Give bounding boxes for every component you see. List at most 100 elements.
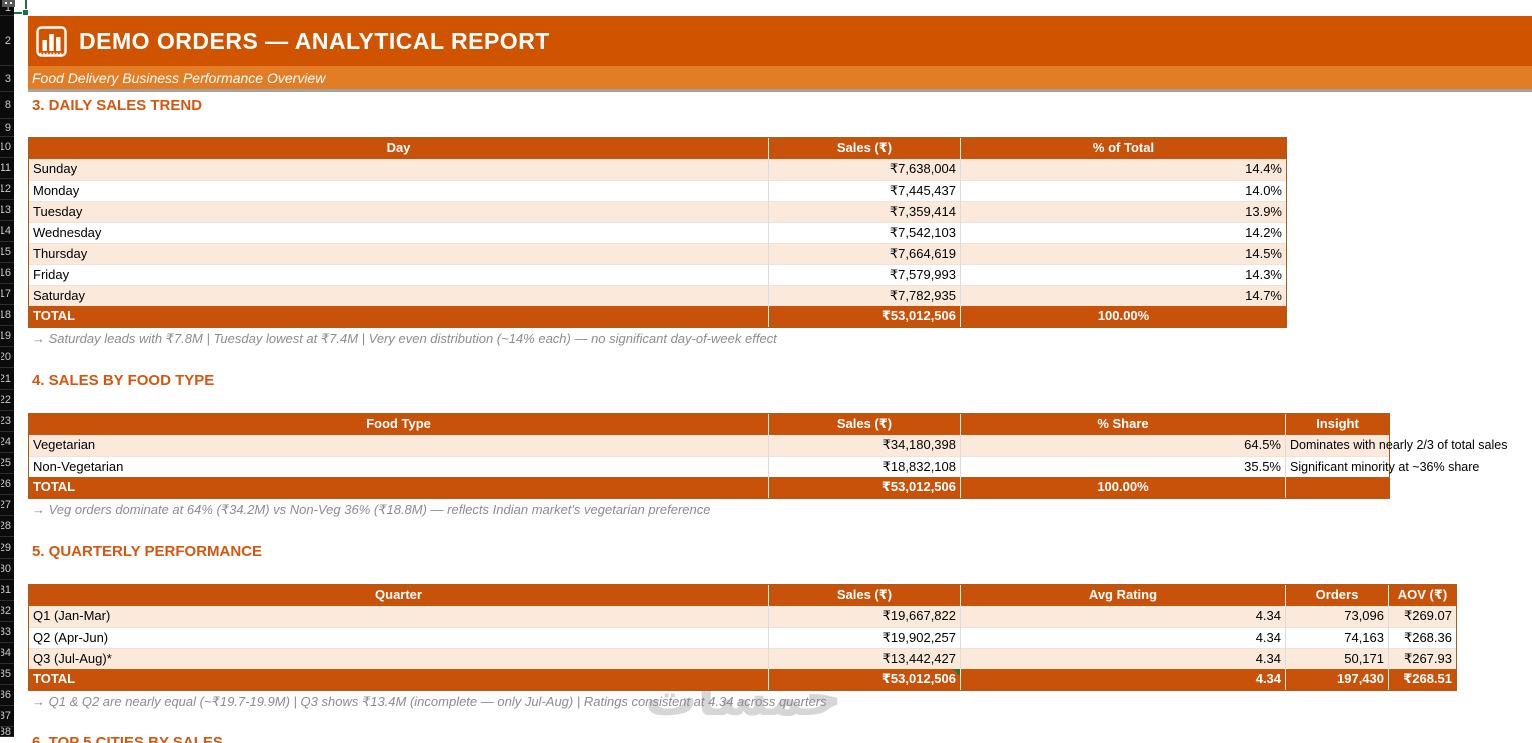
row-header[interactable]: 22: [0, 390, 14, 411]
cell-total-label[interactable]: TOTAL: [29, 669, 769, 690]
cell-orders[interactable]: 74,163: [1286, 627, 1389, 648]
cell-total-sales[interactable]: ₹53,012,506: [769, 477, 961, 498]
row-header[interactable]: 31: [0, 580, 14, 601]
cell-pct[interactable]: 14.2%: [961, 222, 1286, 243]
cell-sales[interactable]: ₹7,579,993: [769, 264, 961, 285]
cell-pct[interactable]: 14.0%: [961, 180, 1286, 201]
cell-total-pct[interactable]: 100.00%: [961, 306, 1286, 327]
cell-total-insight-empty[interactable]: [1286, 477, 1389, 498]
report-subtitle[interactable]: Food Delivery Business Performance Overv…: [28, 66, 1532, 92]
row-header[interactable]: 12: [0, 179, 14, 200]
row-header[interactable]: 25: [0, 453, 14, 474]
column-header-sales[interactable]: Sales (₹): [769, 138, 961, 159]
cell-sales[interactable]: ₹7,359,414: [769, 201, 961, 222]
cell-sales[interactable]: ₹19,667,822: [769, 606, 961, 627]
section-heading-food-type[interactable]: 4. SALES BY FOOD TYPE: [32, 372, 215, 389]
row-header[interactable]: 27: [0, 495, 14, 516]
fill-handle[interactable]: [22, 9, 29, 16]
cell-total-share[interactable]: 100.00%: [961, 477, 1286, 498]
cell-orders[interactable]: 50,171: [1286, 648, 1389, 669]
row-header[interactable]: 34: [0, 643, 14, 664]
cell-day[interactable]: Tuesday: [29, 201, 769, 222]
cell-orders[interactable]: 73,096: [1286, 606, 1389, 627]
row-header[interactable]: 30: [0, 559, 14, 580]
row-header[interactable]: 1: [0, 0, 14, 16]
cell-insight[interactable]: Significant minority at ~36% share: [1286, 456, 1479, 477]
row-header[interactable]: 19: [0, 326, 14, 347]
cell-total-label[interactable]: TOTAL: [29, 477, 769, 498]
cell-day[interactable]: Monday: [29, 180, 769, 201]
cell-sales[interactable]: ₹7,445,437: [769, 180, 961, 201]
row-header[interactable]: 20: [0, 347, 14, 368]
cell-quarter[interactable]: Q2 (Apr-Jun): [29, 627, 769, 648]
column-header-share[interactable]: % Share: [961, 414, 1286, 435]
cell-day[interactable]: Thursday: [29, 243, 769, 264]
row-header[interactable]: 8: [0, 92, 14, 119]
cell-total-orders[interactable]: 197,430: [1286, 669, 1389, 690]
cell-quarter[interactable]: Q1 (Jan-Mar): [29, 606, 769, 627]
column-header-aov[interactable]: AOV (₹): [1389, 585, 1456, 606]
cell-share[interactable]: 35.5%: [961, 456, 1286, 477]
row-header[interactable]: 32: [0, 601, 14, 622]
cell-total-sales[interactable]: ₹53,012,506: [769, 669, 961, 690]
row-header[interactable]: 37: [0, 706, 14, 727]
row-header[interactable]: 38: [0, 726, 14, 738]
row-header[interactable]: 35: [0, 664, 14, 685]
row-header[interactable]: 29: [0, 537, 14, 559]
column-header-sales[interactable]: Sales (₹): [769, 585, 961, 606]
cell-total-label[interactable]: TOTAL: [29, 306, 769, 327]
cell-aov[interactable]: ₹268.36: [1389, 627, 1456, 648]
cell-rating[interactable]: 4.34: [961, 648, 1286, 669]
row-header[interactable]: 13: [0, 200, 14, 221]
cell-rating[interactable]: 4.34: [961, 606, 1286, 627]
cell-pct[interactable]: 14.4%: [961, 159, 1286, 180]
row-header[interactable]: 9: [0, 119, 14, 137]
column-header-day[interactable]: Day: [29, 138, 769, 159]
row-header[interactable]: 17: [0, 284, 14, 305]
cell-quarter[interactable]: Q3 (Jul-Aug)*: [29, 648, 769, 669]
cell-pct[interactable]: 13.9%: [961, 201, 1286, 222]
row-header[interactable]: 18: [0, 305, 14, 326]
cell-day[interactable]: Sunday: [29, 159, 769, 180]
cell-pct[interactable]: 14.7%: [961, 285, 1286, 306]
cell-share[interactable]: 64.5%: [961, 435, 1286, 456]
note-food-type[interactable]: → Veg orders dominate at 64% (₹34.2M) vs…: [32, 502, 711, 517]
cell-total-rating[interactable]: 4.34: [961, 669, 1286, 690]
cell-sales[interactable]: ₹34,180,398: [769, 435, 961, 456]
active-cell-selection[interactable]: [14, 0, 29, 16]
row-header[interactable]: 10: [0, 137, 14, 158]
row-header[interactable]: 21: [0, 368, 14, 390]
note-quarterly[interactable]: → Q1 & Q2 are nearly equal (~₹19.7-19.9M…: [32, 694, 827, 709]
cell-sales[interactable]: ₹18,832,108: [769, 456, 961, 477]
column-header-food-type[interactable]: Food Type: [29, 414, 769, 435]
row-header[interactable]: 2: [0, 16, 14, 66]
report-banner[interactable]: DEMO ORDERS — ANALYTICAL REPORT: [28, 16, 1532, 66]
row-header[interactable]: 3: [0, 66, 14, 92]
column-header-pct-total[interactable]: % of Total: [961, 138, 1286, 159]
cell-sales[interactable]: ₹7,542,103: [769, 222, 961, 243]
row-header[interactable]: 11: [0, 158, 14, 179]
section-heading-quarterly[interactable]: 5. QUARTERLY PERFORMANCE: [32, 543, 263, 560]
cell-sales[interactable]: ₹7,664,619: [769, 243, 961, 264]
row-header[interactable]: 14: [0, 221, 14, 242]
cell-day[interactable]: Friday: [29, 264, 769, 285]
row-header[interactable]: 24: [0, 432, 14, 453]
column-header-avg-rating[interactable]: Avg Rating: [961, 585, 1286, 606]
row-header[interactable]: 33: [0, 622, 14, 643]
column-header-quarter[interactable]: Quarter: [29, 585, 769, 606]
row-header[interactable]: 16: [0, 263, 14, 284]
cell-total-sales[interactable]: ₹53,012,506: [769, 306, 961, 327]
column-a-empty[interactable]: [14, 0, 28, 737]
cell-sales[interactable]: ₹13,442,427: [769, 648, 961, 669]
cell-day[interactable]: Saturday: [29, 285, 769, 306]
cell-aov[interactable]: ₹267.93: [1389, 648, 1456, 669]
row-header[interactable]: 26: [0, 474, 14, 495]
row-header[interactable]: 23: [0, 411, 14, 432]
section-heading-top-cities[interactable]: 6. TOP 5 CITIES BY SALES: [32, 734, 223, 743]
cell-pct[interactable]: 14.3%: [961, 264, 1286, 285]
row-header[interactable]: 28: [0, 516, 14, 537]
row-header[interactable]: 15: [0, 242, 14, 263]
cell-day[interactable]: Wednesday: [29, 222, 769, 243]
cell-sales[interactable]: ₹19,902,257: [769, 627, 961, 648]
cell-pct[interactable]: 14.5%: [961, 243, 1286, 264]
